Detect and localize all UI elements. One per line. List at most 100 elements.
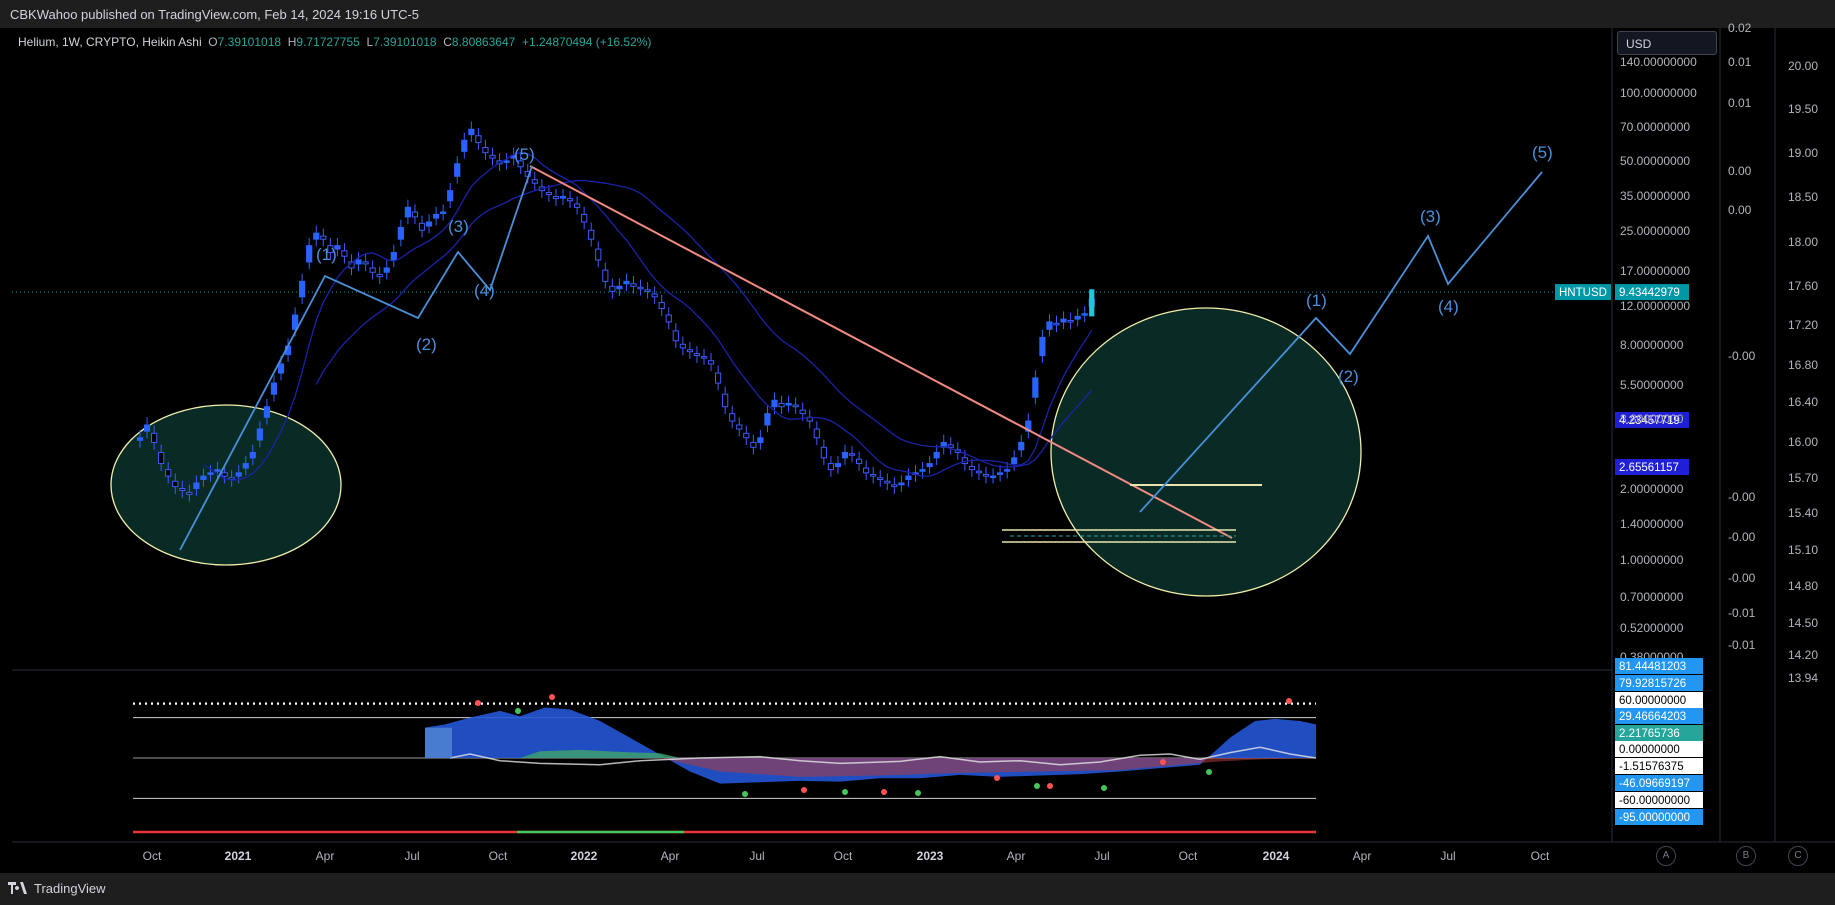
candle-body: [870, 473, 877, 477]
candle-body: [334, 245, 341, 250]
candle-body: [418, 222, 426, 231]
candle-body: [503, 160, 510, 163]
candle-body: [588, 229, 595, 240]
last-price-tag-text: 9.43442979: [1619, 287, 1680, 299]
scale-button-c[interactable]: C: [1788, 846, 1808, 866]
time-axis-tick: Jul: [1094, 849, 1109, 863]
mid-axis-tick: -0.01: [1728, 638, 1756, 652]
price-axis-tick: 5.50000000: [1620, 378, 1684, 392]
current-candle: [1089, 289, 1095, 317]
candle-body: [848, 453, 856, 456]
scale-button-a[interactable]: A: [1656, 846, 1676, 866]
highlight-ellipse-right: [1050, 307, 1362, 597]
candle-body: [933, 451, 940, 459]
currency-selector[interactable]: USD: [1617, 31, 1717, 55]
osc-value-tag-text: 81.44481203: [1619, 661, 1686, 673]
tradingview-brand[interactable]: TradingView: [8, 881, 106, 896]
candle-body: [1060, 318, 1067, 323]
close-label: C: [443, 35, 452, 49]
candle-body: [270, 382, 278, 395]
candle-body: [1011, 457, 1018, 465]
candle-body: [968, 466, 975, 471]
mid-axis-tick: 0.01: [1728, 96, 1752, 110]
osc-signal-dot: [1160, 759, 1166, 765]
osc-value-tag-bg: [1615, 675, 1703, 691]
osc-value-tag: -60.00000000: [1615, 792, 1703, 808]
candle-body: [623, 280, 630, 285]
candle-body: [193, 482, 200, 490]
candle-body: [433, 213, 440, 219]
osc-signal-dot: [1206, 769, 1212, 775]
candle-body: [256, 428, 263, 441]
candle-body: [616, 285, 623, 290]
price-axis-tick: 8.00000000: [1620, 338, 1684, 352]
candles-group: [136, 121, 1095, 502]
candle-body: [566, 198, 574, 202]
candle-body: [665, 314, 672, 323]
price-axis-tick: 25.00000000: [1620, 224, 1690, 238]
right-axis-tick: 19.50: [1788, 102, 1818, 116]
time-axis-tick: Oct: [834, 849, 853, 863]
candle-body: [221, 472, 228, 477]
mid-axis-tick: 0.02: [1728, 21, 1752, 35]
candle-body: [151, 432, 158, 443]
candle-body: [891, 484, 898, 488]
osc-signal-dot: [475, 700, 481, 706]
price-axis-tick: 3.80000000: [1620, 412, 1684, 426]
time-axis-tick: Oct: [1531, 849, 1550, 863]
candle-body: [595, 248, 602, 261]
candle-body: [799, 409, 806, 415]
candle-body: [581, 213, 588, 223]
candle-body: [574, 203, 581, 208]
candle-body: [715, 372, 722, 384]
candle-body: [143, 424, 151, 432]
candle-body: [1067, 320, 1074, 323]
highlight-ellipse-left: [110, 404, 342, 566]
candle-body: [736, 424, 743, 430]
candle-body: [172, 480, 179, 488]
candle-body: [1018, 441, 1025, 451]
candle-body: [834, 463, 842, 468]
symbol-price-tag-bg: [1555, 284, 1611, 301]
candle-body: [700, 356, 708, 359]
osc-value-tag: 81.44481203: [1615, 658, 1703, 674]
candle-body: [841, 451, 849, 459]
candle-body: [884, 480, 891, 484]
candle-body: [813, 428, 820, 439]
price-axis-tick: 1.40000000: [1620, 517, 1684, 531]
osc-signal-dot: [549, 694, 555, 700]
right-axis-tick: 16.40: [1788, 395, 1818, 409]
candle-body: [877, 477, 884, 480]
osc-value-tag-bg: [1615, 775, 1703, 791]
price-axis-tick: 17.00000000: [1620, 264, 1690, 278]
osc-signal-dot: [1286, 698, 1292, 704]
candle-body: [440, 211, 447, 214]
candle-body: [461, 139, 468, 152]
candle-body: [369, 267, 376, 273]
mid-axis-tick: -0.00: [1728, 349, 1756, 363]
candle-body: [517, 160, 524, 168]
candle-body: [559, 196, 567, 199]
candle-body: [630, 283, 637, 287]
osc-value-tag: -1.51576375: [1615, 758, 1703, 774]
candle-body: [454, 163, 461, 177]
time-axis-tick: Jul: [1440, 849, 1455, 863]
symbol-price-tag: HNTUSD: [1555, 284, 1611, 301]
mid-axis-tick: 0.00: [1728, 164, 1752, 178]
change-value: +1.24870494 (+16.52%): [521, 35, 652, 49]
osc-value-tag-text: -46.09669197: [1619, 778, 1690, 790]
high-value: 9.71727755: [296, 35, 360, 49]
time-axis-tick: Oct: [143, 849, 162, 863]
candle-body: [750, 441, 757, 448]
scale-button-b[interactable]: B: [1736, 846, 1756, 866]
osc-white-line: [449, 746, 1317, 766]
osc-value-tag-text: 2.21765736: [1619, 728, 1680, 740]
symbol-legend: Helium, 1W, CRYPTO, Heikin Ashi O7.39101…: [18, 35, 651, 49]
osc-value-tag-bg: [1615, 708, 1703, 724]
osc-value-tag: -95.00000000: [1615, 809, 1703, 825]
candle-body: [531, 179, 538, 184]
wave-label: (2): [416, 335, 437, 354]
candle-body: [989, 475, 997, 479]
ma-slow-tag-text: 2.65561157: [1619, 462, 1679, 474]
